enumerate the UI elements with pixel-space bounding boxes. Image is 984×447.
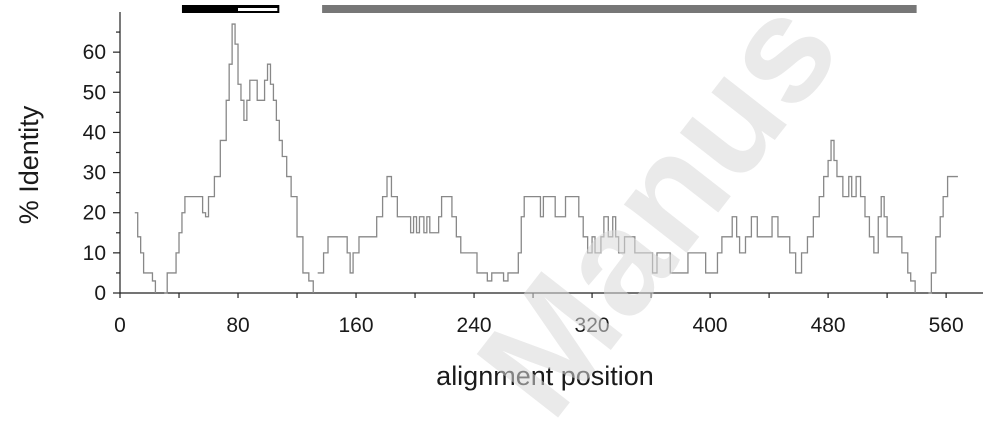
x-tick-label: 160	[339, 314, 374, 337]
y-ticks: 0 10 20 30 40 50 60	[83, 31, 120, 305]
identity-line-segment	[317, 139, 916, 293]
x-ticks: 0 80 160 240 320 400 480 560	[114, 293, 964, 337]
series-layer	[134, 23, 958, 294]
domain-bar-1	[181, 5, 239, 13]
x-tick-label: 80	[226, 314, 249, 337]
y-tick-label: 10	[83, 242, 106, 265]
x-tick-label: 480	[811, 314, 846, 337]
line-chart: 0 80 160 240 320 400 480 560 0 10 20 30 40 50 60 alig…	[14, 5, 983, 391]
y-tick-label: 30	[83, 162, 106, 185]
y-tick-label: 60	[83, 41, 106, 64]
y-axis-title: % Identity	[14, 105, 44, 224]
x-tick-label: 0	[114, 314, 126, 337]
identity-line-segment	[164, 23, 314, 294]
x-tick-label: 400	[693, 314, 728, 337]
domain-bar-1-inner	[238, 8, 278, 11]
identity-line-segment	[134, 212, 157, 293]
x-axis-title: alignment position	[436, 361, 654, 391]
domain-bars	[181, 5, 917, 13]
x-tick-label: 560	[929, 314, 964, 337]
x-tick-label: 240	[457, 314, 492, 337]
y-tick-label: 20	[83, 202, 106, 225]
identity-line-segment	[928, 175, 958, 294]
x-tick-label: 320	[575, 314, 610, 337]
axes	[119, 12, 983, 294]
domain-bar-2	[322, 5, 917, 13]
y-tick-label: 50	[83, 81, 106, 104]
y-tick-label: 0	[94, 282, 106, 305]
y-tick-label: 40	[83, 121, 106, 144]
